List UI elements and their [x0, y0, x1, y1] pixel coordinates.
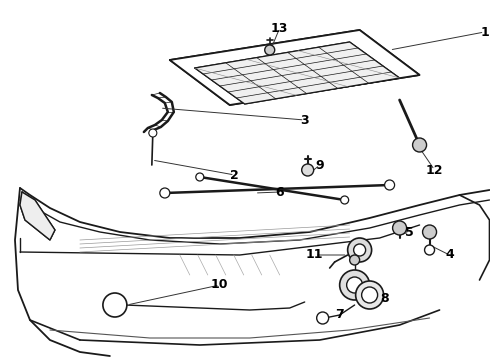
Circle shape: [424, 245, 435, 255]
Polygon shape: [20, 192, 55, 240]
Circle shape: [392, 221, 407, 235]
Circle shape: [346, 277, 363, 293]
Circle shape: [317, 312, 329, 324]
Text: 1: 1: [480, 26, 489, 39]
Circle shape: [160, 188, 170, 198]
Text: 12: 12: [426, 163, 443, 176]
Circle shape: [341, 196, 349, 204]
Circle shape: [103, 293, 127, 317]
Circle shape: [302, 164, 314, 176]
Text: 8: 8: [380, 292, 389, 305]
Circle shape: [265, 45, 275, 55]
Circle shape: [354, 244, 366, 256]
Text: 3: 3: [300, 113, 309, 126]
Circle shape: [356, 281, 384, 309]
Polygon shape: [195, 42, 399, 104]
Text: 4: 4: [445, 248, 454, 261]
Text: 5: 5: [405, 225, 414, 239]
Text: 11: 11: [306, 248, 323, 261]
Circle shape: [350, 255, 360, 265]
Circle shape: [362, 287, 378, 303]
Circle shape: [413, 138, 427, 152]
Text: 2: 2: [230, 168, 239, 181]
Text: 6: 6: [275, 185, 284, 198]
Polygon shape: [170, 30, 419, 105]
Circle shape: [196, 173, 204, 181]
Circle shape: [149, 129, 157, 137]
Text: 9: 9: [316, 158, 324, 171]
Circle shape: [385, 180, 394, 190]
Circle shape: [340, 270, 369, 300]
Circle shape: [347, 238, 371, 262]
Circle shape: [422, 225, 437, 239]
Text: 7: 7: [335, 309, 344, 321]
Text: 10: 10: [211, 279, 228, 292]
Text: 13: 13: [271, 22, 289, 35]
